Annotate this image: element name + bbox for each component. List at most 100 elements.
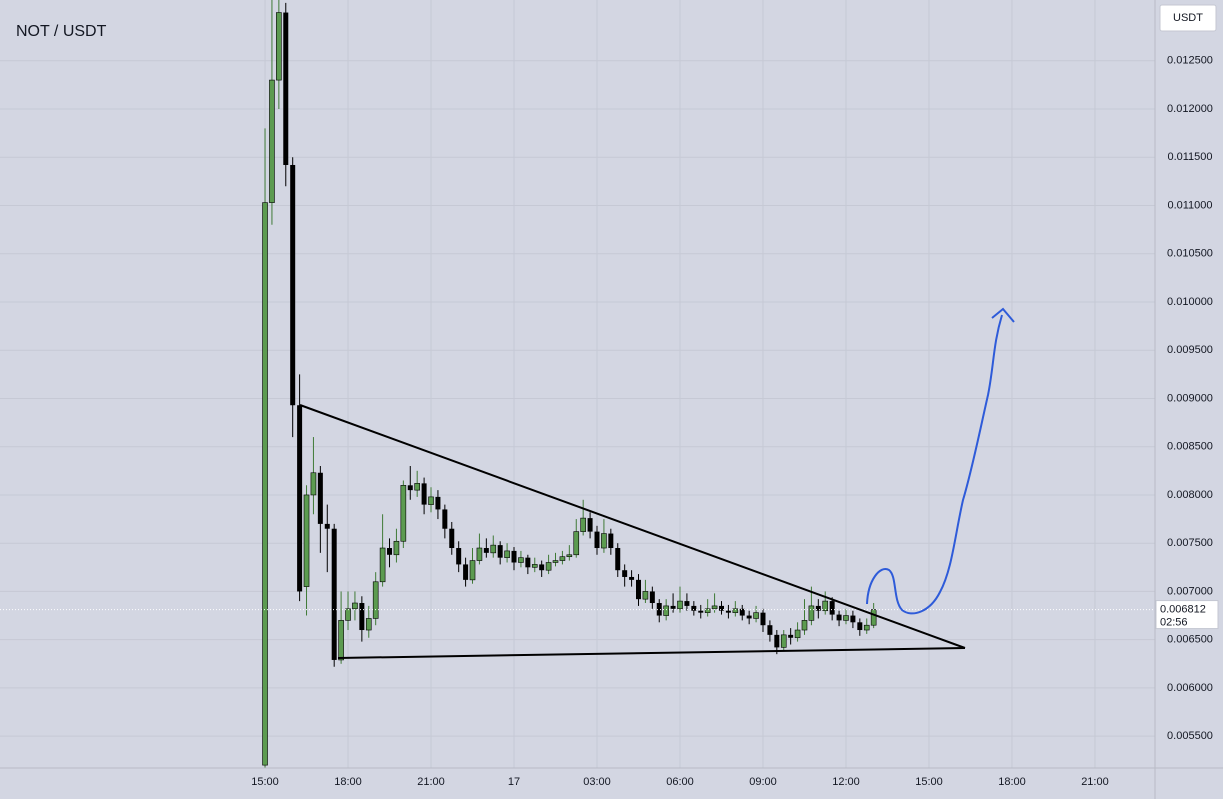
candle-body bbox=[670, 605, 676, 609]
x-tick-label: 09:00 bbox=[749, 776, 777, 788]
candle-body bbox=[608, 533, 614, 549]
candle-body bbox=[262, 202, 268, 766]
candle-body bbox=[338, 620, 344, 661]
x-tick-label: 03:00 bbox=[583, 776, 611, 788]
last-price-box bbox=[1155, 600, 1219, 630]
candle-body bbox=[580, 517, 586, 532]
candle-body bbox=[331, 528, 337, 660]
candle-body bbox=[372, 581, 379, 619]
x-tick-label: 12:00 bbox=[832, 776, 860, 788]
x-tick-label: 17 bbox=[508, 776, 520, 788]
candle-body bbox=[400, 485, 407, 542]
x-tick-label: 18:00 bbox=[334, 776, 362, 788]
candle-body bbox=[780, 634, 787, 648]
trendline-upper bbox=[299, 404, 966, 649]
candle-body bbox=[310, 472, 317, 496]
candle-body bbox=[788, 634, 794, 638]
candle-body bbox=[490, 544, 497, 554]
candle-body bbox=[352, 602, 358, 610]
trendline-lower bbox=[337, 647, 966, 659]
candle-body bbox=[359, 603, 365, 631]
y-tick-label: 0.008500 bbox=[1167, 441, 1213, 453]
candle-body bbox=[276, 12, 282, 81]
candle-body bbox=[843, 615, 849, 621]
candle-body bbox=[345, 608, 351, 621]
candle-body bbox=[518, 557, 524, 563]
candle-body bbox=[428, 496, 434, 505]
candle-body bbox=[324, 523, 330, 529]
candle-body bbox=[539, 564, 545, 571]
candle-body bbox=[760, 612, 766, 626]
candle-body bbox=[290, 164, 296, 406]
candle-body bbox=[552, 560, 559, 563]
candle-body bbox=[836, 614, 842, 621]
candle-body bbox=[636, 579, 642, 600]
chart-title: NOT / USDT bbox=[16, 23, 107, 40]
candle-body bbox=[504, 550, 510, 558]
candle-body bbox=[531, 564, 538, 568]
y-tick-label: 0.009500 bbox=[1167, 344, 1213, 356]
candle-body bbox=[704, 608, 711, 613]
candle-body bbox=[746, 615, 752, 619]
candle-body bbox=[525, 557, 531, 568]
y-tick-label: 0.005500 bbox=[1167, 730, 1213, 742]
candle-body bbox=[545, 562, 552, 571]
candle-body bbox=[587, 518, 593, 532]
x-tick-label: 15:00 bbox=[251, 776, 279, 788]
candle-body bbox=[566, 554, 573, 558]
candle-body bbox=[870, 609, 877, 626]
candle-body bbox=[615, 548, 621, 571]
y-tick-label: 0.011500 bbox=[1167, 151, 1212, 163]
countdown-label: 02:56 bbox=[1160, 616, 1188, 628]
candle-body bbox=[698, 610, 704, 613]
candle-body bbox=[732, 608, 739, 613]
candle-body bbox=[449, 528, 455, 549]
candle-body bbox=[863, 624, 870, 631]
candle-body bbox=[497, 545, 503, 558]
projection-curve bbox=[866, 314, 1003, 615]
candle-body bbox=[656, 603, 662, 616]
candle-body bbox=[684, 601, 690, 606]
y-tick-label: 0.006500 bbox=[1167, 634, 1213, 646]
last-price-label: 0.006812 bbox=[1160, 603, 1206, 615]
candle-body bbox=[463, 564, 469, 580]
candle-body bbox=[857, 622, 863, 631]
currency-box[interactable] bbox=[1159, 4, 1217, 32]
candle-body bbox=[414, 483, 420, 491]
y-tick-label: 0.012000 bbox=[1167, 103, 1213, 115]
x-tick-label: 06:00 bbox=[666, 776, 694, 788]
projection-arrowhead bbox=[991, 307, 1015, 323]
candle-body bbox=[573, 531, 580, 556]
x-tick-label: 21:00 bbox=[1081, 776, 1109, 788]
y-tick-label: 0.010000 bbox=[1167, 296, 1213, 308]
candle-body bbox=[594, 531, 600, 549]
y-tick-label: 0.009000 bbox=[1167, 392, 1213, 404]
candles bbox=[0, 0, 1155, 768]
candle-body bbox=[601, 533, 607, 549]
candle-body bbox=[691, 605, 697, 611]
candle-body bbox=[407, 485, 413, 491]
y-tick-label: 0.010500 bbox=[1167, 248, 1213, 260]
candle-body bbox=[629, 576, 635, 580]
candle-body bbox=[753, 612, 759, 619]
candle-body bbox=[421, 483, 427, 505]
currency-label[interactable]: USDT bbox=[1173, 12, 1203, 24]
candle-body bbox=[442, 509, 448, 529]
candle-body bbox=[365, 618, 372, 631]
candle-body bbox=[559, 556, 566, 561]
candle-body bbox=[297, 405, 303, 592]
candle-body bbox=[303, 494, 310, 587]
candle-body bbox=[393, 540, 400, 556]
candle-body bbox=[476, 547, 483, 561]
candle-body bbox=[801, 620, 808, 631]
x-tick-label: 18:00 bbox=[998, 776, 1026, 788]
candle-body bbox=[808, 605, 815, 621]
y-tick-label: 0.012500 bbox=[1167, 55, 1213, 67]
candle-body bbox=[663, 605, 669, 616]
candle-body bbox=[822, 600, 829, 612]
candle-body bbox=[725, 610, 731, 613]
candle-body bbox=[850, 615, 856, 623]
candle-body bbox=[718, 605, 724, 611]
